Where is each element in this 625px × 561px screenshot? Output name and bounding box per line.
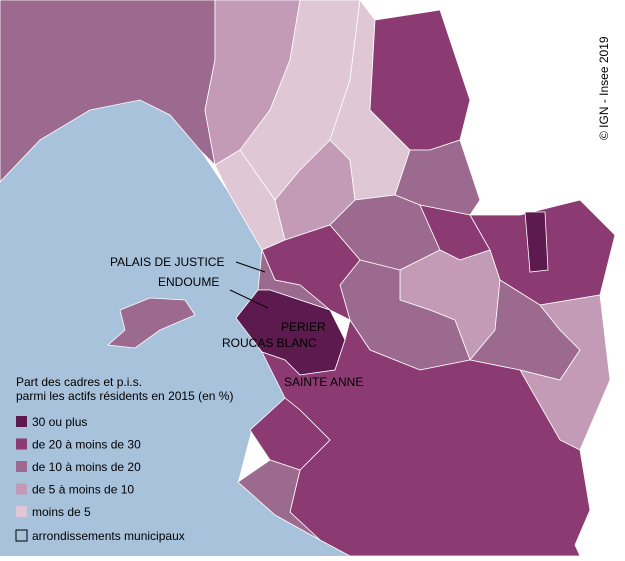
districts <box>0 0 616 557</box>
credit: © IGN - Insee 2019 <box>597 36 611 140</box>
place-label: SAINTE ANNE <box>284 375 363 389</box>
place-label: ENDOUME <box>158 275 219 289</box>
legend-label: de 20 à moins de 30 <box>32 438 141 452</box>
legend-label: arrondissements municipaux <box>32 529 185 543</box>
legend: 30 ou plus de 20 à moins de 30 de 10 à moi… <box>16 415 141 519</box>
district <box>524 211 549 273</box>
legend-label: moins de 5 <box>32 505 91 519</box>
legend-swatch <box>16 483 27 495</box>
legend-swatch <box>16 438 27 450</box>
legend-label: 30 ou plus <box>32 415 87 429</box>
legend-title: parmi les actifs résidents en 2015 (en %… <box>16 389 233 403</box>
place-label: PALAIS DE JUSTICE <box>110 255 224 269</box>
district <box>107 297 196 349</box>
district <box>237 459 321 541</box>
legend-label: de 10 à moins de 20 <box>32 460 141 474</box>
legend-swatch <box>15 529 28 542</box>
place-label: PERIER <box>281 320 326 334</box>
legend-swatch <box>16 416 27 427</box>
leader-line <box>229 289 269 309</box>
legend-swatch <box>16 461 27 472</box>
sea <box>0 100 350 556</box>
legend-title: Part des cadres et p.i.s. <box>16 375 142 389</box>
place-label: ROUCAS BLANC <box>222 336 317 350</box>
legend-label: de 5 à moins de 10 <box>32 483 134 497</box>
leader-line <box>235 261 266 273</box>
legend-swatch <box>16 506 27 517</box>
